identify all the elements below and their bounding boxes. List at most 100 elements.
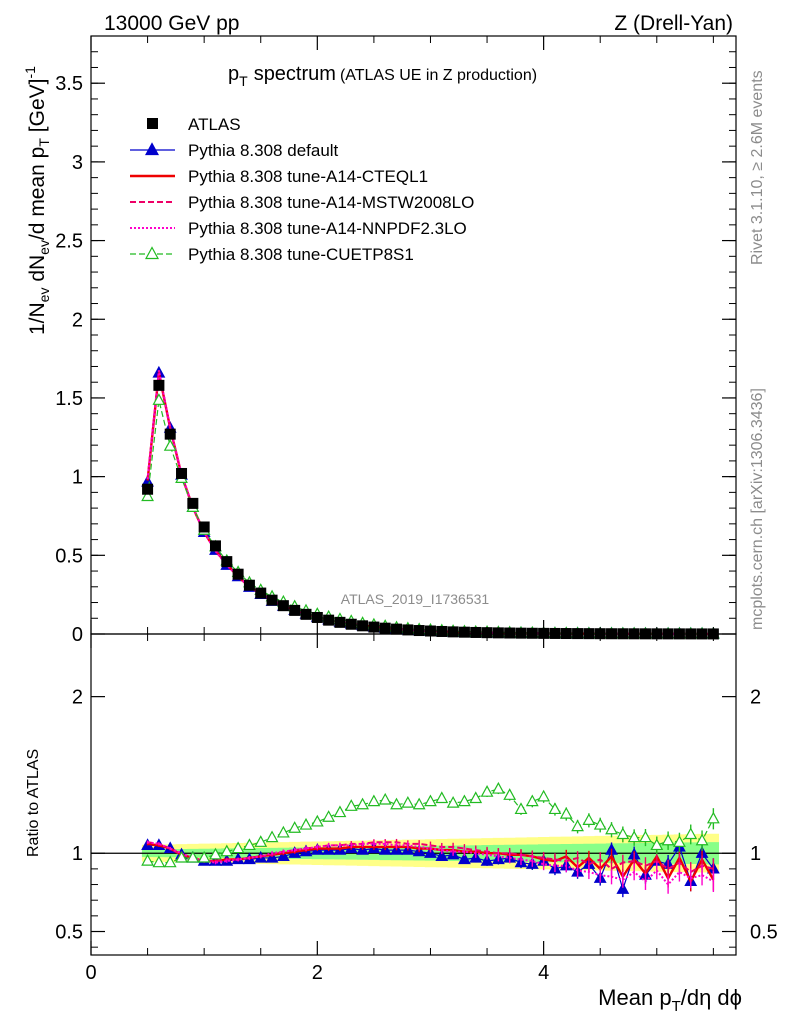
ratio-series-marker (639, 830, 652, 843)
atlas-data-point (289, 604, 301, 616)
atlas-data-point (142, 483, 154, 495)
x-axis-label: Mean pT/dη dϕ (598, 985, 742, 1015)
atlas-data-point (379, 622, 391, 634)
atlas-data-point (266, 594, 278, 606)
analysis-watermark: ATLAS_2019_I1736531 (341, 591, 490, 607)
ratio-series-marker (288, 821, 302, 833)
ratio-series-marker (186, 850, 200, 863)
atlas-data-point (583, 628, 595, 640)
atlas-data-point (323, 614, 335, 626)
ratio-series-marker (480, 785, 494, 797)
ratio-series-marker (559, 806, 573, 819)
ratio-series-marker (276, 825, 290, 838)
mcplots-label: mcplots.cern.ch [arXiv:1306.3436] (749, 388, 766, 630)
ratio-tick-label-right: 0.5 (750, 922, 778, 944)
ratio-series-marker (175, 850, 188, 863)
header-right: Z (Drell-Yan) (614, 12, 733, 35)
ratio-series-marker (695, 833, 709, 846)
atlas-data-point (526, 627, 538, 639)
atlas-data-point (685, 628, 697, 640)
y-axis-label: 1/Nev dNev/d mean pT [GeV]-1 (22, 66, 52, 335)
legend-label: Pythia 8.308 tune-A14-MSTW2008LO (188, 193, 474, 212)
ratio-tick-label-right: 2 (750, 687, 761, 709)
atlas-data-point (696, 628, 708, 640)
ratio-series-marker (548, 802, 562, 815)
atlas-data-point (504, 627, 516, 639)
y-tick-label: 0 (72, 624, 83, 646)
atlas-data-point (187, 497, 199, 509)
ratio-series-marker (616, 827, 630, 840)
atlas-data-point (413, 625, 425, 637)
atlas-data-point (572, 628, 584, 640)
y-tick-label: 1.5 (55, 388, 83, 410)
ratio-series-marker (367, 794, 381, 807)
main-series-line (146, 370, 714, 635)
atlas-data-point (560, 628, 572, 640)
y-tick-label: 3 (72, 152, 83, 174)
ratio-series-marker (673, 835, 686, 847)
legend-label: Pythia 8.308 tune-CUETP8S1 (188, 245, 414, 264)
ratio-series-marker (265, 830, 279, 843)
atlas-data-point (311, 611, 323, 623)
ratio-series-marker (458, 852, 471, 865)
main-series-marker (152, 393, 166, 405)
atlas-data-point (662, 628, 674, 640)
atlas-data-point (515, 627, 527, 639)
y-tick-label: 0.5 (55, 545, 83, 567)
atlas-data-point (391, 623, 403, 635)
atlas-data-point (243, 579, 255, 591)
ratio-series-marker (231, 841, 245, 854)
atlas-data-point (447, 626, 459, 638)
atlas-data-point (232, 568, 244, 580)
ratio-series-marker (310, 814, 324, 827)
atlas-data-point (639, 628, 651, 640)
legend-marker-atlas (147, 118, 158, 129)
ratio-series-marker (152, 855, 166, 868)
ratio-series-marker (469, 791, 483, 804)
ratio-series-marker (650, 838, 664, 851)
ratio-series-marker (480, 853, 494, 866)
rivet-label: Rivet 3.1.10, ≥ 2.6M events (749, 70, 766, 265)
atlas-data-point (628, 628, 640, 640)
atlas-data-point (221, 556, 233, 568)
ratio-tick-label-left: 1 (72, 843, 83, 865)
atlas-data-point (153, 379, 165, 391)
atlas-data-point (345, 618, 357, 630)
ratio-series-marker (491, 781, 505, 794)
ratio-series-marker (243, 838, 256, 851)
atlas-data-point (606, 628, 618, 640)
ratio-series-marker (446, 796, 460, 808)
ratio-series-marker (582, 813, 596, 825)
x-tick-label: 2 (312, 962, 323, 984)
ratio-series-marker (265, 850, 279, 863)
legend-marker (144, 142, 160, 156)
atlas-data-point (492, 627, 504, 639)
ratio-series-marker (684, 827, 698, 840)
atlas-data-point (164, 428, 176, 440)
atlas-data-point (357, 620, 369, 632)
ratio-plot-frame (90, 633, 737, 956)
ratio-series-marker (254, 835, 268, 847)
legend-label: Pythia 8.308 default (188, 141, 339, 160)
ratio-series-marker (197, 850, 211, 863)
atlas-data-point (198, 521, 210, 533)
ratio-series-marker (627, 830, 641, 843)
ratio-series-marker (514, 802, 528, 815)
ratio-series-marker (333, 805, 347, 818)
atlas-data-point (402, 624, 414, 636)
atlas-data-point (209, 540, 221, 552)
atlas-data-point (300, 608, 312, 620)
ratio-series-marker (616, 882, 630, 894)
ratio-series-marker (209, 847, 222, 860)
ratio-series-line (147, 788, 714, 864)
ratio-series-marker (706, 811, 720, 824)
y-tick-label: 2.5 (55, 231, 83, 253)
ratio-tick-label-left: 0.5 (55, 922, 83, 944)
legend-label: Pythia 8.308 tune-A14-CTEQL1 (188, 167, 428, 186)
ratio-series-marker (390, 797, 403, 810)
ratio-series-marker (401, 796, 415, 808)
ratio-series-marker (141, 853, 154, 866)
legend-marker (144, 246, 160, 260)
atlas-data-point (176, 467, 188, 479)
